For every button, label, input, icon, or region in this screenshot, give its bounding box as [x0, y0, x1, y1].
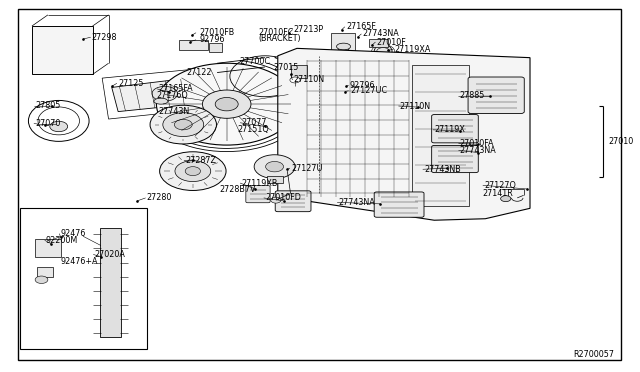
Text: 27070: 27070 — [35, 119, 61, 128]
Bar — [412, 65, 469, 206]
Ellipse shape — [337, 43, 351, 50]
Circle shape — [500, 196, 511, 202]
Circle shape — [271, 197, 281, 203]
Text: 27165F: 27165F — [346, 22, 376, 31]
Bar — [35, 239, 61, 257]
Text: 92200M: 92200M — [46, 236, 78, 245]
Ellipse shape — [28, 100, 89, 141]
Bar — [267, 176, 283, 183]
Ellipse shape — [374, 44, 392, 58]
Text: 27110N: 27110N — [400, 102, 431, 110]
FancyBboxPatch shape — [246, 186, 270, 203]
Bar — [331, 33, 355, 56]
Text: 27010FC: 27010FC — [258, 28, 293, 37]
Text: 27125: 27125 — [118, 79, 143, 88]
Text: 92476+A: 92476+A — [61, 257, 98, 266]
Ellipse shape — [38, 107, 79, 135]
Circle shape — [185, 167, 200, 176]
Text: 27010FD: 27010FD — [265, 193, 301, 202]
Polygon shape — [278, 48, 530, 220]
Ellipse shape — [154, 98, 168, 104]
Circle shape — [254, 155, 295, 179]
Text: 27165FA: 27165FA — [158, 84, 193, 93]
Circle shape — [266, 161, 284, 172]
FancyBboxPatch shape — [468, 77, 524, 113]
Text: 92796: 92796 — [350, 81, 376, 90]
Bar — [179, 40, 207, 50]
Text: 27110N: 27110N — [294, 76, 325, 84]
Text: 27141R: 27141R — [482, 189, 513, 198]
Text: 27119XA: 27119XA — [395, 45, 431, 54]
Text: 27743N: 27743N — [158, 107, 189, 116]
Bar — [369, 39, 388, 46]
Text: (BRACKET): (BRACKET) — [258, 34, 301, 43]
Circle shape — [156, 63, 297, 145]
FancyBboxPatch shape — [100, 228, 122, 337]
Text: 27700C: 27700C — [239, 57, 271, 65]
Text: 27015: 27015 — [273, 63, 299, 72]
Text: 27127U: 27127U — [291, 164, 323, 173]
Circle shape — [215, 97, 238, 111]
Circle shape — [159, 152, 226, 190]
Ellipse shape — [338, 47, 349, 55]
Text: 27127Q: 27127Q — [484, 181, 516, 190]
Text: 92796: 92796 — [200, 35, 225, 44]
Text: 27743NA: 27743NA — [460, 146, 497, 155]
Text: 27805: 27805 — [35, 101, 61, 110]
Bar — [209, 43, 222, 52]
Circle shape — [152, 86, 177, 101]
FancyBboxPatch shape — [275, 191, 311, 212]
Bar — [37, 267, 53, 277]
Text: 27213P: 27213P — [294, 25, 324, 34]
Text: 27127UC: 27127UC — [350, 86, 387, 95]
Text: 27010: 27010 — [608, 137, 633, 146]
Circle shape — [174, 119, 192, 130]
Text: 92476: 92476 — [61, 229, 86, 238]
Text: 27151Q: 27151Q — [237, 125, 269, 134]
Polygon shape — [112, 78, 195, 112]
Text: 27743NB: 27743NB — [424, 165, 461, 174]
Text: R2700057: R2700057 — [573, 350, 614, 359]
Text: 27743NA: 27743NA — [339, 198, 375, 207]
Circle shape — [163, 113, 204, 137]
Text: 27020A: 27020A — [95, 250, 125, 259]
Text: 27010FA: 27010FA — [460, 139, 494, 148]
Polygon shape — [275, 53, 299, 63]
Text: 27010F: 27010F — [377, 38, 406, 46]
Bar — [291, 65, 307, 78]
Text: 27122: 27122 — [186, 68, 212, 77]
Circle shape — [35, 276, 48, 283]
Text: 27298: 27298 — [92, 33, 117, 42]
FancyBboxPatch shape — [374, 192, 424, 217]
Text: 27119X: 27119X — [434, 125, 465, 134]
Bar — [20, 208, 147, 349]
Circle shape — [50, 121, 68, 132]
Circle shape — [290, 77, 300, 83]
Circle shape — [202, 90, 251, 118]
FancyBboxPatch shape — [431, 145, 478, 173]
Circle shape — [150, 105, 216, 144]
Text: 27885: 27885 — [460, 92, 485, 100]
FancyBboxPatch shape — [431, 115, 478, 143]
Text: 27280: 27280 — [147, 193, 172, 202]
Text: 27287Z: 27287Z — [185, 156, 216, 165]
Text: 27119XB: 27119XB — [241, 179, 278, 187]
Circle shape — [175, 161, 211, 182]
FancyBboxPatch shape — [32, 26, 93, 74]
Text: 27077: 27077 — [241, 118, 267, 127]
Text: 27743NA: 27743NA — [363, 29, 399, 38]
Text: 27176Q: 27176Q — [156, 91, 188, 100]
Text: 27010FB: 27010FB — [200, 28, 235, 37]
Text: 2728B7V: 2728B7V — [219, 185, 255, 194]
